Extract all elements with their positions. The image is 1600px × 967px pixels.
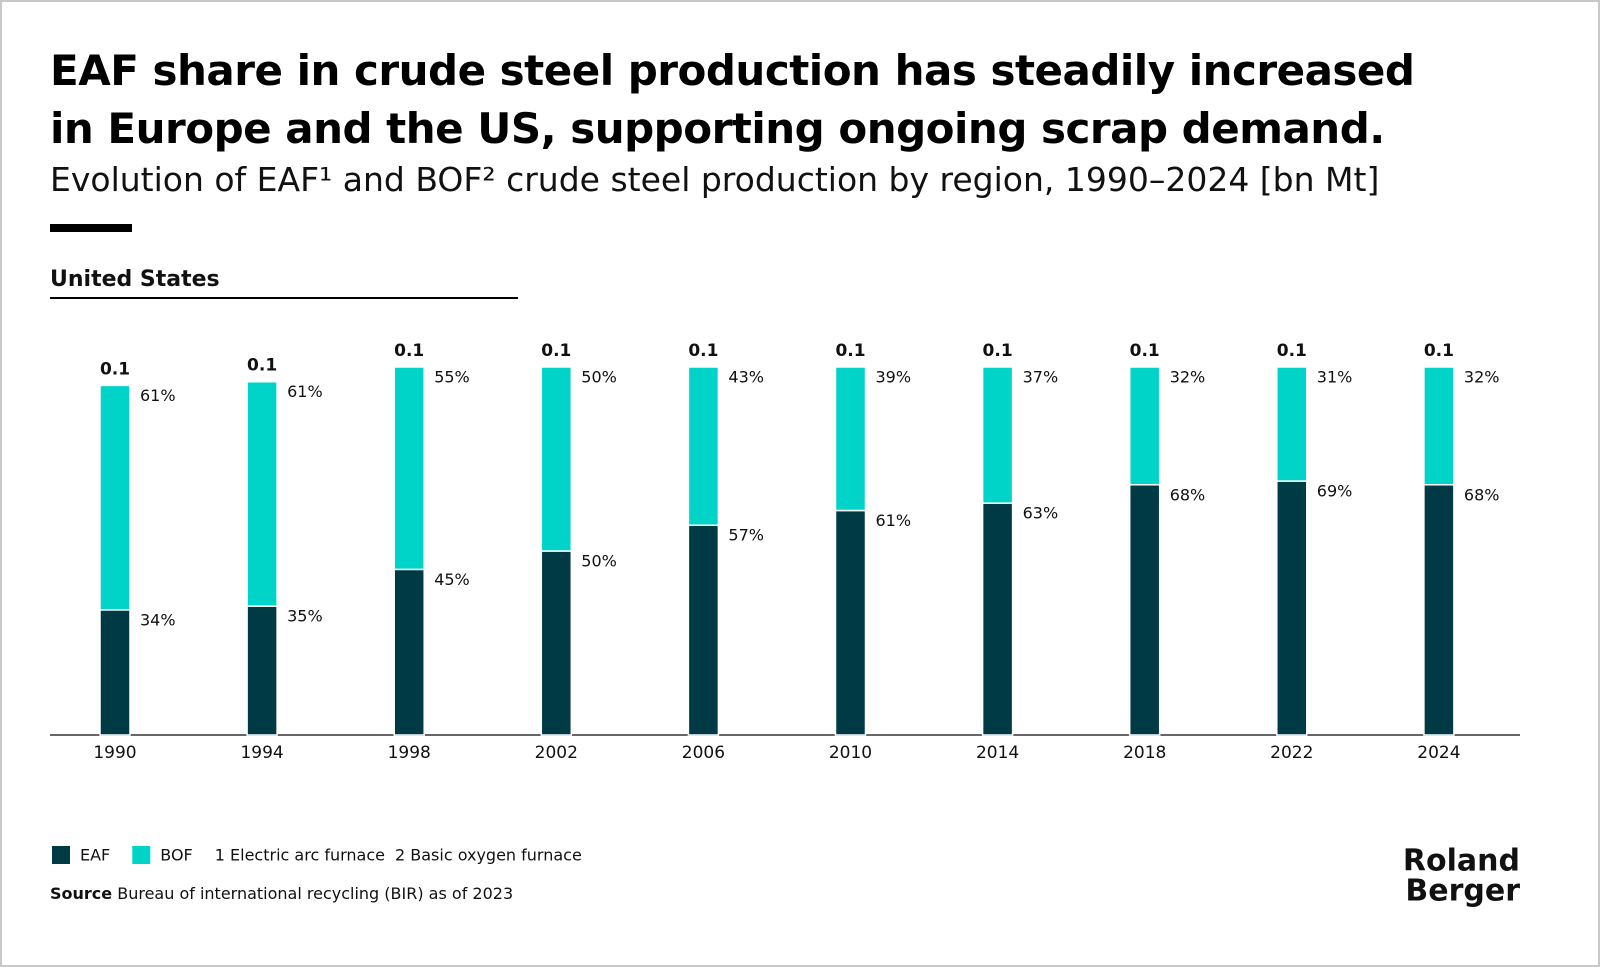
value-label: 63% <box>1023 504 1059 523</box>
total-label: 0.1 <box>541 341 571 361</box>
total-label: 0.1 <box>983 341 1013 361</box>
bar-segment <box>246 605 278 736</box>
panel-title: United States <box>50 267 220 292</box>
bar-segment <box>1276 480 1308 736</box>
source: Source Bureau of international recycling… <box>50 884 513 903</box>
bar-segment <box>687 524 720 736</box>
bar-segment <box>393 568 425 736</box>
total-label: 0.1 <box>835 341 865 361</box>
value-label: 61% <box>140 386 176 405</box>
bar-segment <box>1128 484 1161 736</box>
x-tick-label: 2024 <box>1417 743 1460 763</box>
value-label: 37% <box>1023 368 1059 387</box>
bar-segment <box>1276 366 1308 482</box>
value-label: 50% <box>581 552 617 571</box>
legend-label: EAF <box>80 846 110 865</box>
value-label: 39% <box>876 368 912 387</box>
footnote: 2 Basic oxygen furnace <box>395 846 582 865</box>
legend-swatch <box>52 846 70 864</box>
value-label: 68% <box>1170 485 1206 504</box>
bar-segment <box>687 366 720 526</box>
value-label: 57% <box>728 526 764 545</box>
bar-segment <box>540 366 573 552</box>
bar-segment <box>99 609 131 736</box>
bar-segment <box>246 380 278 607</box>
value-label: 31% <box>1317 368 1353 387</box>
total-label: 0.1 <box>1277 341 1307 361</box>
bar-segment <box>1423 366 1455 486</box>
value-label: 34% <box>140 610 176 629</box>
x-tick-label: 2006 <box>682 743 725 763</box>
value-label: 32% <box>1170 368 1206 387</box>
total-label: 0.1 <box>688 341 718 361</box>
value-label: 50% <box>581 368 617 387</box>
total-label: 0.1 <box>100 359 130 379</box>
total-label: 0.1 <box>1130 341 1160 361</box>
value-label: 55% <box>434 368 470 387</box>
bar-segment <box>99 384 131 611</box>
total-label: 0.1 <box>247 356 277 376</box>
source-text: Bureau of international recycling (BIR) … <box>117 884 513 903</box>
x-tick-label: 2014 <box>976 743 1019 763</box>
value-label: 68% <box>1464 485 1500 504</box>
legend-swatch <box>132 846 151 864</box>
bar-segment <box>981 366 1014 504</box>
chart-title: EAF share in crude steel production has … <box>50 46 1415 153</box>
value-label: 61% <box>876 511 912 530</box>
source-label: Source <box>50 884 112 903</box>
logo: Roland <box>1403 844 1520 879</box>
bar-segment <box>834 366 867 512</box>
x-tick-label: 2022 <box>1270 743 1313 763</box>
bar-segment <box>540 550 573 736</box>
x-tick-label: 1998 <box>388 743 431 763</box>
total-label: 0.1 <box>394 341 424 361</box>
accent-bar <box>50 224 132 232</box>
x-tick-label: 2010 <box>829 743 872 763</box>
chart-subtitle: Evolution of EAF¹ and BOF² crude steel p… <box>50 160 1380 199</box>
value-label: 35% <box>287 607 323 626</box>
bar-segment <box>1423 484 1455 736</box>
bar-segment <box>834 509 867 736</box>
total-label: 0.1 <box>1424 341 1454 361</box>
bar-segment <box>981 502 1014 736</box>
x-tick-label: 2002 <box>535 743 578 763</box>
value-label: 43% <box>728 368 764 387</box>
value-label: 32% <box>1464 368 1500 387</box>
value-label: 45% <box>434 570 470 589</box>
x-tick-label: 1994 <box>240 743 283 763</box>
x-tick-label: 2018 <box>1123 743 1166 763</box>
logo: Berger <box>1405 874 1520 909</box>
legend-label: BOF <box>160 846 193 865</box>
x-tick-label: 1990 <box>93 743 136 763</box>
value-label: 69% <box>1317 482 1353 501</box>
bar-segment <box>1128 366 1161 486</box>
bar-segment <box>393 366 425 571</box>
value-label: 61% <box>287 382 323 401</box>
footnote: 1 Electric arc furnace <box>215 846 385 865</box>
